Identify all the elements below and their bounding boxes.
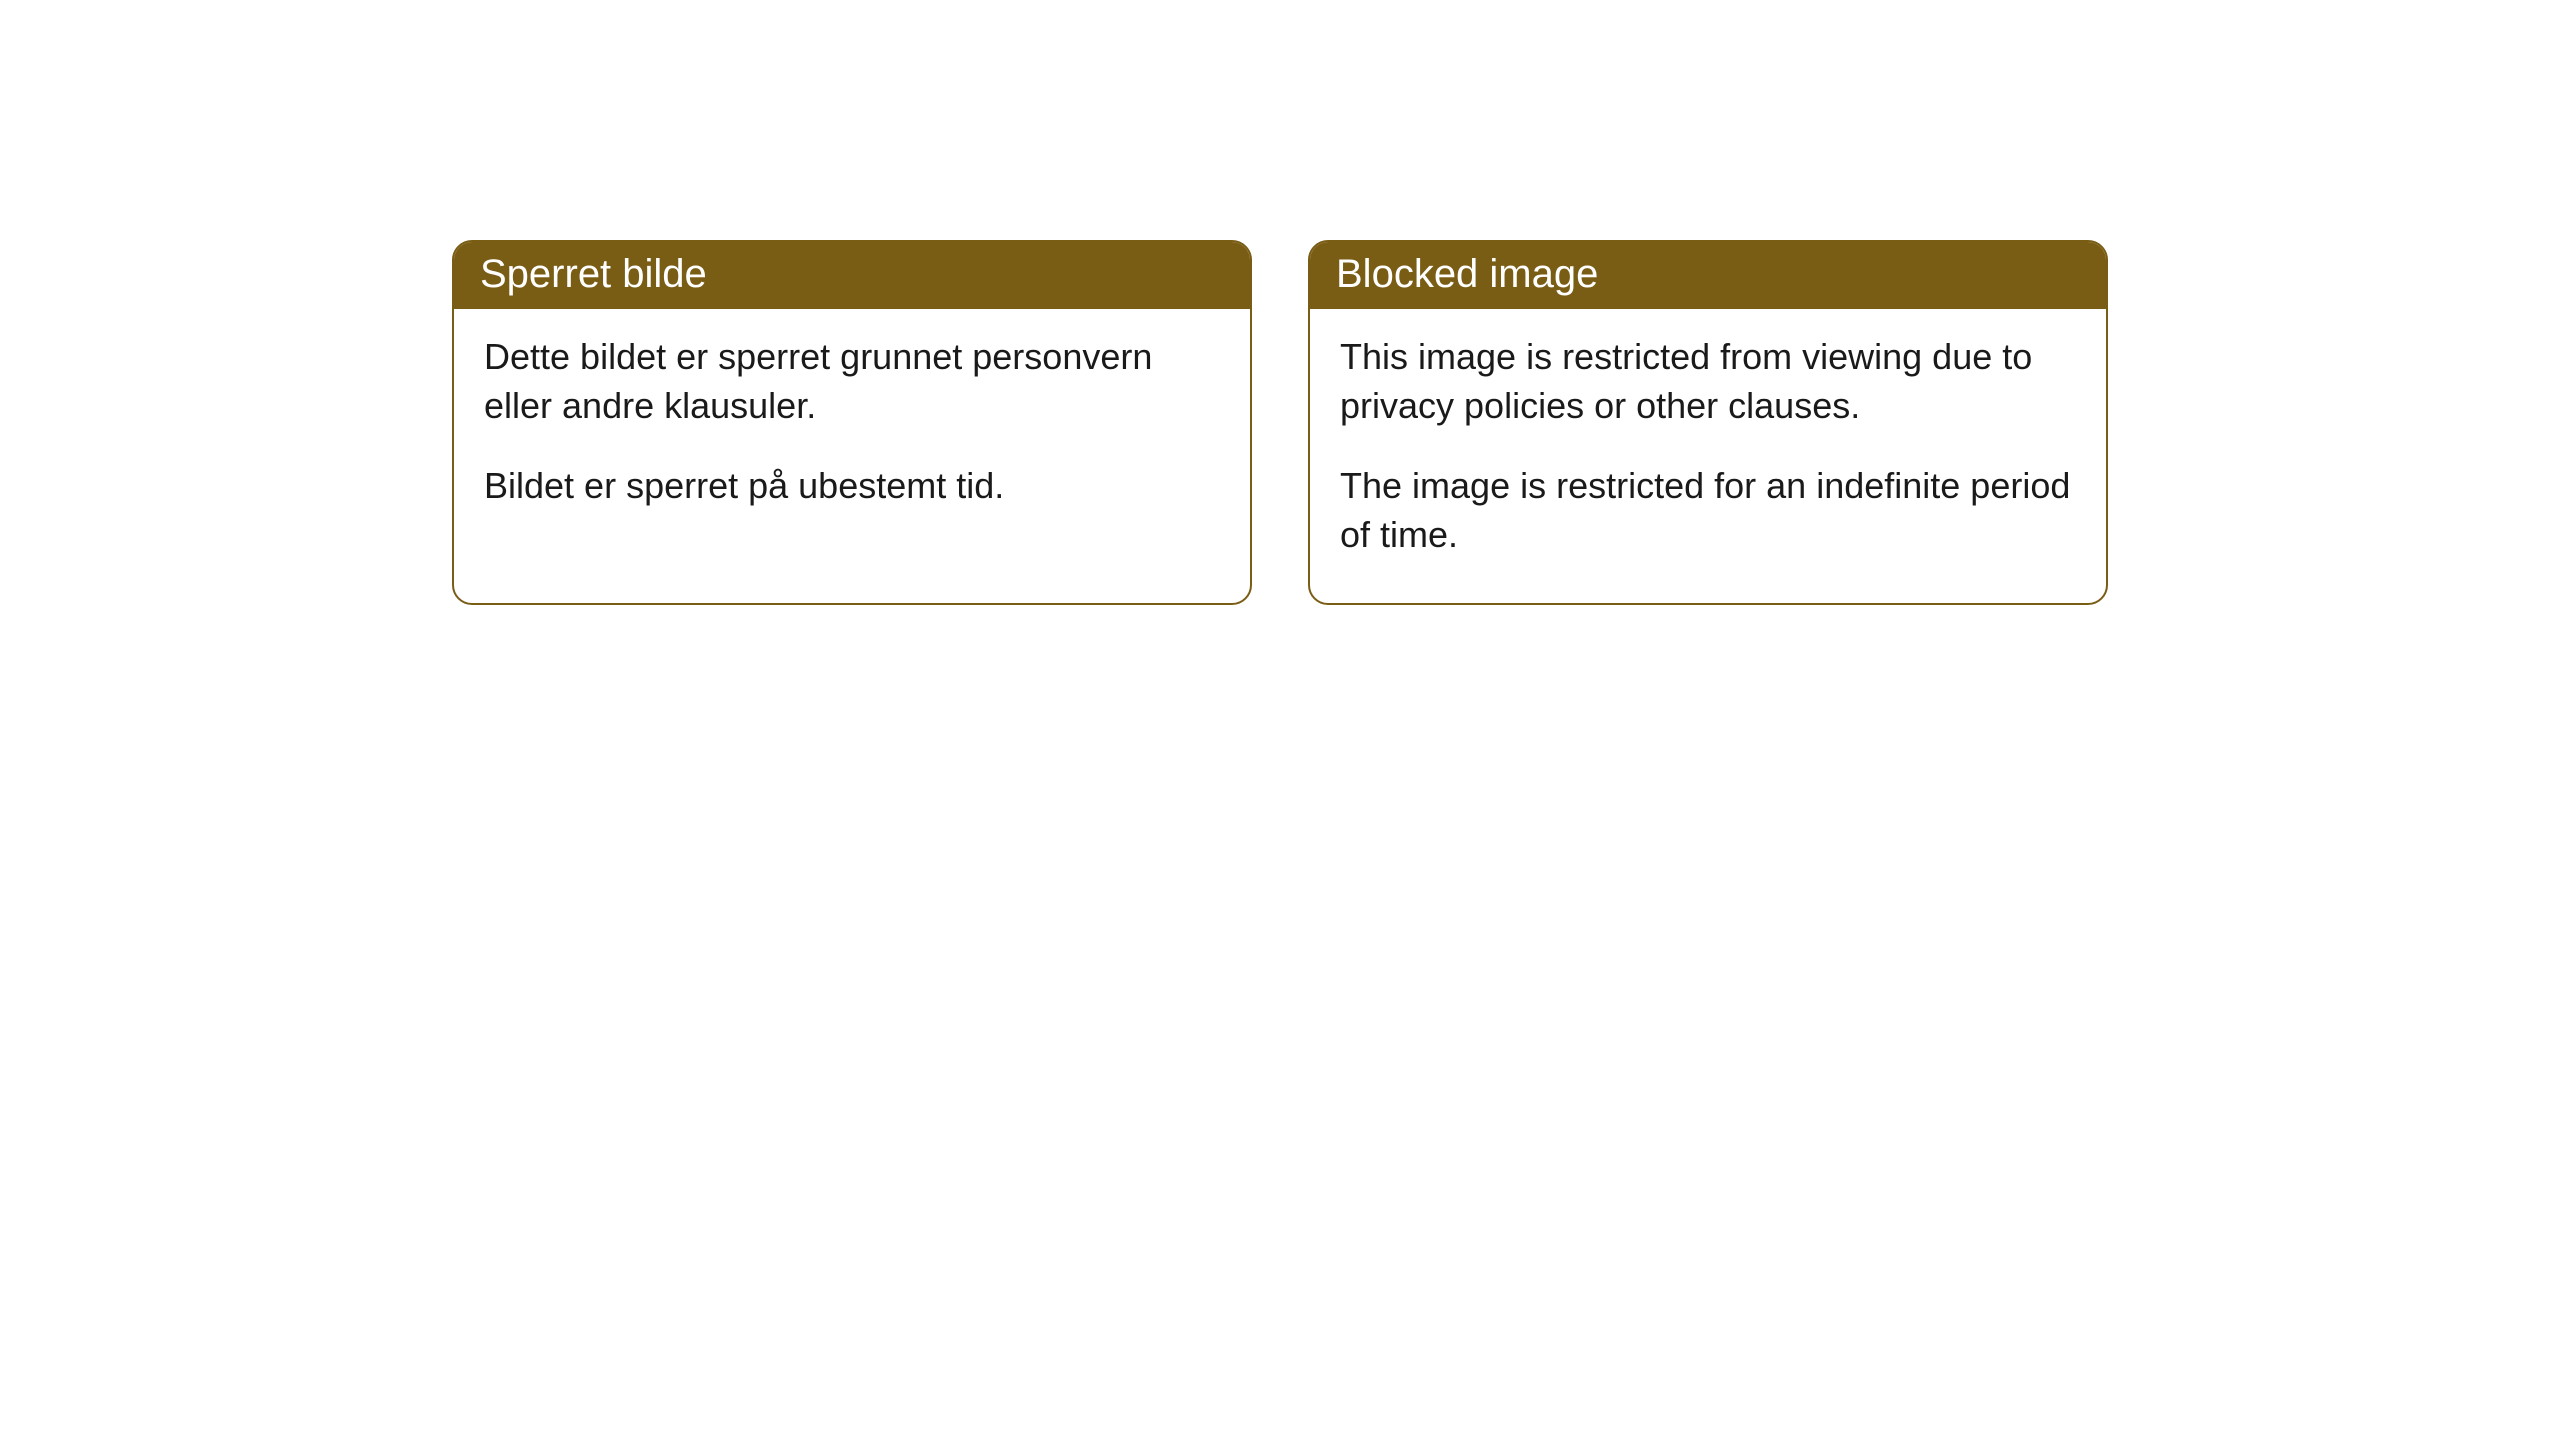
card-paragraph-2: The image is restricted for an indefinit… xyxy=(1340,462,2076,559)
notice-card-english: Blocked image This image is restricted f… xyxy=(1308,240,2108,605)
card-body: This image is restricted from viewing du… xyxy=(1310,309,2106,603)
card-header: Sperret bilde xyxy=(454,242,1250,309)
card-header: Blocked image xyxy=(1310,242,2106,309)
notice-card-norwegian: Sperret bilde Dette bildet er sperret gr… xyxy=(452,240,1252,605)
notice-cards-container: Sperret bilde Dette bildet er sperret gr… xyxy=(450,240,2110,605)
card-title: Sperret bilde xyxy=(480,252,707,296)
card-title: Blocked image xyxy=(1336,252,1598,296)
card-body: Dette bildet er sperret grunnet personve… xyxy=(454,309,1250,555)
card-paragraph-2: Bildet er sperret på ubestemt tid. xyxy=(484,462,1220,511)
card-paragraph-1: This image is restricted from viewing du… xyxy=(1340,333,2076,430)
card-paragraph-1: Dette bildet er sperret grunnet personve… xyxy=(484,333,1220,430)
